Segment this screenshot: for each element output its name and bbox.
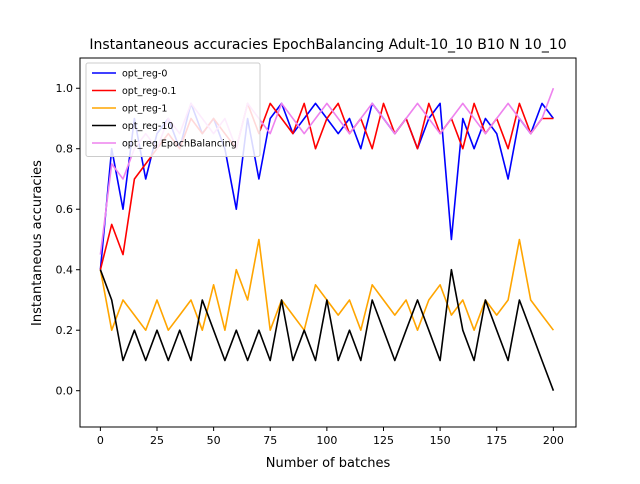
axes-frame [79,57,577,428]
y-tick-label-2: 0.4 [56,264,74,277]
chart-title: Instantaneous accuracies EpochBalancing … [89,37,566,53]
x-tick-label-3: 75 [263,434,277,447]
x-tick-label-5: 125 [373,434,394,447]
legend: opt_reg-0 opt_reg-0.1 opt_reg-1 opt_reg-10o… [85,62,261,157]
x-tick-label-6: 150 [430,434,451,447]
series-line-3 [99,268,555,391]
axes: 0 25 50 75 100 125 150 175 200 0.0 0.2 0.4 0.6 0.8 1.0 [56,57,577,447]
legend-label-2: opt_reg-1 [122,104,167,115]
legend-box [85,62,261,157]
y-axis-label: Instantaneous accuracies [30,160,45,326]
x-tick-label-7: 175 [486,434,507,447]
legend-label-1: opt_reg-0.1 [122,86,176,97]
x-axis-label: Number of batches [266,456,391,471]
x-tick-label-1: 25 [150,434,164,447]
y-tick-label-0: 0.0 [56,385,74,398]
y-tick-label-4: 0.8 [56,143,74,156]
x-tick-label-8: 200 [543,434,564,447]
x-tick-label-2: 50 [207,434,221,447]
y-tick-label-5: 1.0 [56,82,74,95]
y-tick-label-3: 0.6 [56,203,74,216]
x-tick-label-0: 0 [97,434,104,447]
legend-label-4: opt_reg EpochBalancing [122,139,237,150]
y-tick-label-1: 0.2 [56,324,74,337]
legend-label-3: opt_reg-10 [122,121,173,132]
legend-label-0: opt_reg-0 [122,69,167,80]
x-tick-label-4: 100 [316,434,337,447]
